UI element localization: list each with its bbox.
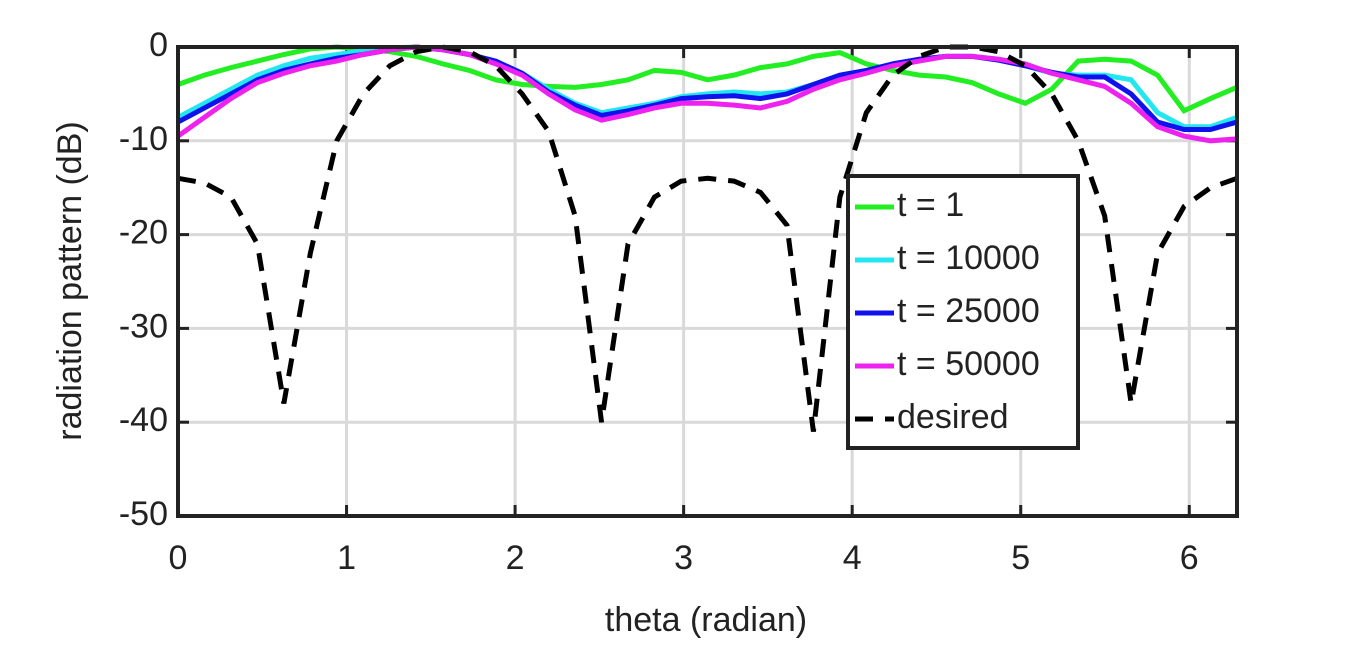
- x-tick-label: 1: [337, 539, 356, 577]
- y-tick-label: -30: [119, 307, 168, 345]
- y-tick-label: -20: [119, 214, 168, 252]
- legend-label: t = 10000: [897, 239, 1040, 277]
- y-tick-label: -40: [119, 401, 168, 439]
- legend: t = 1 t = 10000 t = 25000 t = 50000 desired: [846, 174, 1080, 450]
- legend-label: t = 50000: [897, 345, 1040, 383]
- y-tick-label: -50: [119, 495, 168, 533]
- y-tick-label: 0: [149, 26, 168, 64]
- x-axis-label: theta (radian): [605, 601, 807, 639]
- series-line: [176, 44, 1238, 144]
- x-tick-label: 2: [506, 539, 525, 577]
- x-tick-label: 0: [169, 539, 188, 577]
- legend-label: t = 1: [897, 186, 964, 224]
- series-line: [177, 44, 1238, 432]
- x-tick-label: 6: [1180, 539, 1199, 577]
- legend-label: t = 25000: [897, 292, 1040, 330]
- x-tick-label: 5: [1011, 539, 1030, 577]
- y-tick-label: -10: [119, 120, 168, 158]
- x-tick-label: 3: [674, 539, 693, 577]
- plot-frame: [176, 45, 1239, 518]
- y-axis-label: radiation pattern (dB): [51, 121, 89, 440]
- x-tick-label: 4: [843, 539, 862, 577]
- legend-label: desired: [897, 398, 1009, 436]
